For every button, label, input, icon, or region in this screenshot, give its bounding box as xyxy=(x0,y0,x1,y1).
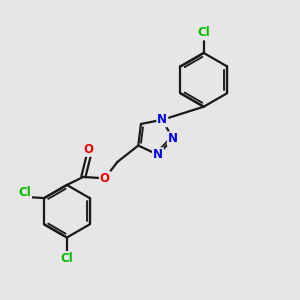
Text: Cl: Cl xyxy=(18,186,31,199)
Text: Cl: Cl xyxy=(197,26,210,39)
Text: O: O xyxy=(100,172,110,185)
Text: N: N xyxy=(153,148,163,161)
Text: N: N xyxy=(168,132,178,145)
Text: O: O xyxy=(84,143,94,156)
Text: N: N xyxy=(157,113,167,126)
Text: Cl: Cl xyxy=(61,252,73,265)
